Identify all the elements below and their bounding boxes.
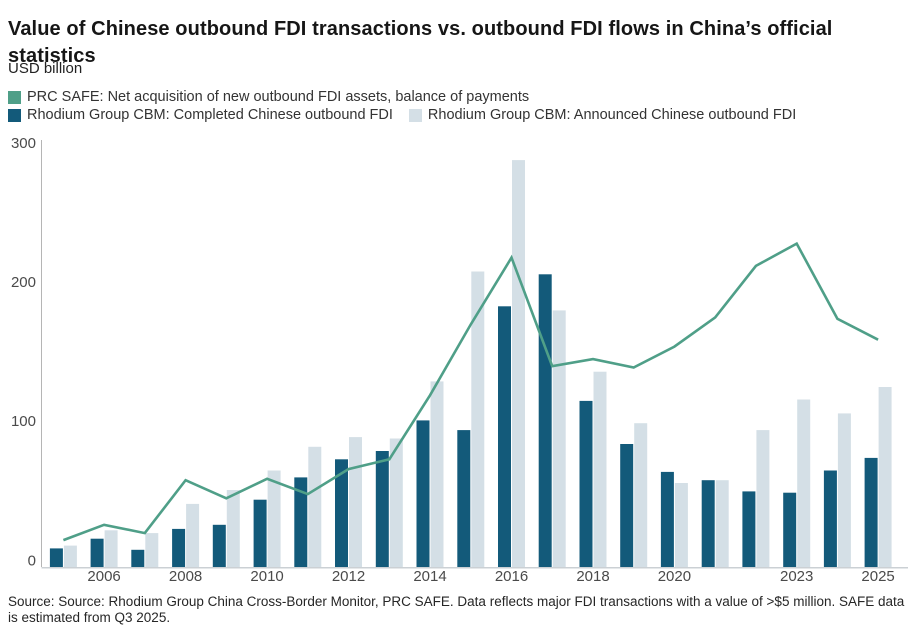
- legend-swatch-safe-icon: [8, 91, 21, 104]
- bar-completed-2024: [823, 470, 837, 567]
- y-tick-300: 300: [11, 135, 36, 152]
- x-tick-2020: 2020: [658, 568, 691, 585]
- bar-announced-2014: [430, 381, 444, 567]
- x-tick-2014: 2014: [413, 568, 446, 585]
- bar-completed-2019: [620, 444, 634, 567]
- legend-swatch-announced-icon: [408, 109, 422, 122]
- bar-announced-2013: [389, 438, 403, 567]
- bar-announced-2022: [756, 430, 770, 567]
- legend-item-completed: Rhodium Group CBM: Completed Chinese out…: [8, 108, 393, 123]
- bar-announced-2009: [226, 490, 240, 567]
- bar-completed-2010: [253, 499, 267, 567]
- legend-row-1: PRC SAFE: Net acquisition of new outboun…: [8, 90, 796, 105]
- bar-completed-2021: [701, 480, 715, 567]
- legend-label-safe: PRC SAFE: Net acquisition of new outboun…: [27, 89, 530, 105]
- y-tick-0: 0: [28, 552, 36, 569]
- bar-completed-2025: [864, 457, 878, 567]
- bar-completed-2013: [375, 451, 389, 567]
- bar-completed-2008: [172, 528, 186, 567]
- bar-completed-2015: [457, 430, 471, 567]
- bar-completed-2017: [538, 274, 552, 568]
- legend-label-completed: Rhodium Group CBM: Completed Chinese out…: [27, 107, 393, 123]
- x-tick-2018: 2018: [576, 568, 609, 585]
- bar-completed-2018: [579, 400, 593, 567]
- bar-completed-2011: [294, 477, 308, 567]
- bar-completed-2007: [131, 549, 145, 567]
- bar-announced-2006: [104, 530, 118, 567]
- bar-announced-2010: [267, 470, 281, 567]
- bar-announced-2019: [634, 423, 648, 567]
- y-tick-100: 100: [11, 413, 36, 430]
- x-tick-2008: 2008: [169, 568, 202, 585]
- y-tick-200: 200: [11, 274, 36, 291]
- bar-completed-2006: [90, 538, 104, 567]
- x-tick-2012: 2012: [332, 568, 365, 585]
- x-tick-2016: 2016: [495, 568, 528, 585]
- bar-completed-2016: [498, 306, 511, 567]
- bar-announced-2011: [308, 446, 322, 567]
- x-tick-2025: 2025: [861, 568, 894, 585]
- bar-announced-2020: [674, 483, 688, 567]
- legend-item-safe: PRC SAFE: Net acquisition of new outboun…: [8, 90, 529, 105]
- bar-completed-2023: [783, 492, 797, 567]
- bar-completed-2020: [660, 471, 674, 567]
- bar-announced-2023: [797, 399, 811, 567]
- bar-announced-2024: [837, 413, 851, 567]
- bar-announced-2015: [471, 271, 485, 567]
- bar-completed-2014: [416, 420, 430, 567]
- bar-announced-2012: [349, 437, 362, 567]
- bar-announced-2025: [878, 387, 892, 567]
- bar-completed-2012: [335, 459, 348, 567]
- legend-item-announced: Rhodium Group CBM: Announced Chinese out…: [408, 107, 797, 123]
- chart-title: Value of Chinese outbound FDI transactio…: [8, 18, 833, 68]
- bar-announced-2016: [512, 160, 525, 567]
- bar-completed-2009: [212, 524, 226, 568]
- x-tick-2010: 2010: [250, 568, 283, 585]
- bar-completed-2022: [742, 491, 756, 567]
- source-note: Source: Source: Rhodium Group China Cros…: [8, 594, 905, 625]
- legend-row-2: Rhodium Group CBM: Completed Chinese out…: [8, 108, 796, 123]
- bar-announced-2017: [552, 310, 566, 567]
- chart-canvas: 0 100 200 300 2006 2008 2010 2012 2014 2016 2018 20…: [11, 135, 908, 585]
- bar-announced-2005: [63, 545, 77, 567]
- bar-announced-2007: [145, 533, 159, 567]
- legend-label-announced: Rhodium Group CBM: Announced Chinese out…: [427, 107, 797, 123]
- bar-announced-2018: [593, 371, 607, 567]
- legend: PRC SAFE: Net acquisition of new outboun…: [8, 90, 796, 123]
- bar-announced-2008: [186, 503, 200, 567]
- legend-swatch-completed-icon: [8, 109, 21, 122]
- bar-completed-2005: [49, 548, 63, 567]
- x-tick-2023: 2023: [780, 568, 813, 585]
- chart-subtitle: USD billion: [8, 60, 83, 77]
- bar-announced-2021: [715, 480, 729, 567]
- x-tick-2006: 2006: [87, 568, 120, 585]
- safe-line: [62, 241, 879, 542]
